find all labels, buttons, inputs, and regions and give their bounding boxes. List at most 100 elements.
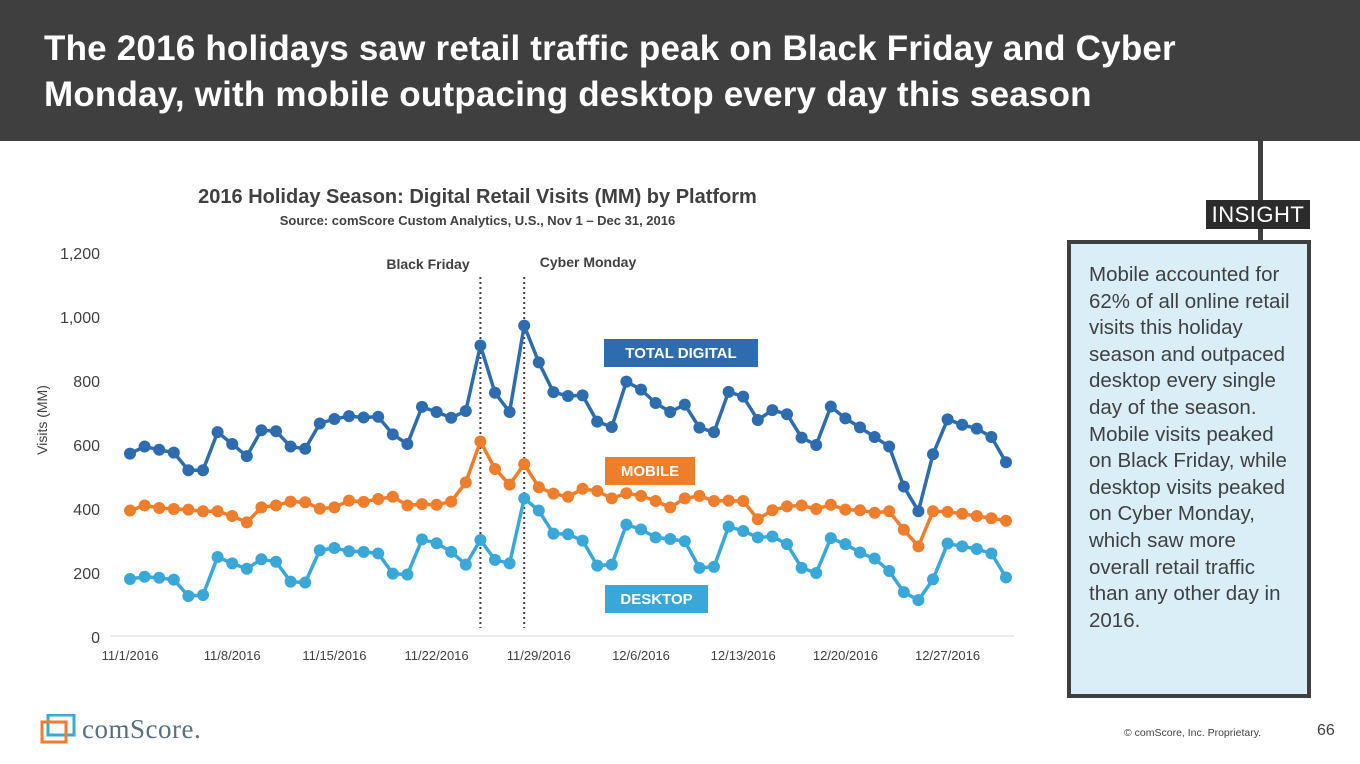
total-digital-data-point — [532, 356, 545, 369]
total-digital-data-point — [518, 319, 531, 332]
mobile-data-point — [430, 498, 443, 511]
total-digital-data-point — [197, 464, 209, 477]
y-tick-label: 1,000 — [60, 310, 100, 327]
total-digital-data-point — [897, 480, 910, 493]
mobile-data-point — [605, 492, 618, 505]
copyright-notice: © comScore, Inc. Proprietary. — [1124, 727, 1262, 739]
mobile-data-point — [854, 504, 866, 517]
mobile-data-point — [897, 523, 910, 536]
mobile-data-point — [503, 478, 516, 491]
x-tick-label: 12/13/2016 — [711, 648, 776, 663]
mobile-data-point — [912, 540, 925, 553]
total-digital-data-point — [372, 410, 385, 423]
desktop-data-point — [357, 545, 370, 558]
desktop-data-point — [883, 565, 896, 578]
mobile-data-point — [197, 505, 209, 518]
desktop-data-point — [416, 533, 428, 546]
y-tick-label: 200 — [73, 566, 100, 583]
desktop-data-point — [620, 518, 633, 531]
mobile-data-point — [124, 504, 136, 517]
desktop-data-point — [489, 553, 501, 566]
comscore-logo: comScore. — [40, 714, 201, 744]
desktop-label-box — [605, 585, 708, 613]
desktop-data-point — [649, 531, 662, 544]
desktop-data-point — [562, 528, 574, 541]
mobile-data-point — [722, 494, 735, 507]
total-digital-data-point — [751, 414, 764, 426]
desktop-data-point — [547, 527, 560, 540]
desktop-data-point — [255, 553, 268, 566]
x-tick-label: 12/27/2016 — [915, 648, 980, 663]
desktop-data-point — [474, 534, 487, 546]
mobile-data-point — [868, 506, 881, 519]
mobile-data-point — [693, 489, 706, 502]
total-digital-label-box — [604, 339, 758, 367]
total-digital-data-point — [912, 505, 925, 518]
total-digital-data-point — [182, 464, 195, 477]
desktop-data-point — [664, 533, 677, 546]
desktop-data-point — [795, 561, 808, 574]
desktop-data-point — [824, 532, 837, 545]
total-digital-data-point — [313, 417, 326, 430]
mobile-data-point — [401, 499, 414, 512]
total-digital-series-line — [129, 323, 1008, 513]
desktop-data-point — [503, 557, 516, 570]
total-digital-data-point — [970, 422, 983, 435]
desktop-data-point — [678, 535, 691, 548]
mobile-data-point — [956, 507, 969, 520]
mobile-data-point — [839, 503, 852, 516]
mobile-data-point — [810, 502, 823, 515]
desktop-data-point — [211, 550, 224, 563]
total-digital-data-point — [153, 443, 166, 456]
mobile-data-point — [532, 481, 545, 494]
insight-text: Mobile accounted for 62% of all online r… — [1089, 263, 1290, 632]
mobile-data-point — [357, 495, 370, 508]
desktop-data-point — [693, 561, 706, 574]
y-axis-label: Visits (MM) — [34, 385, 50, 455]
mobile-data-point — [343, 494, 355, 507]
mobile-data-point — [751, 513, 764, 526]
chart-source: Source: comScore Custom Analytics, U.S.,… — [279, 213, 676, 228]
total-digital-data-point — [781, 408, 793, 421]
x-tick-label: 11/15/2016 — [302, 648, 366, 663]
desktop-data-point — [854, 546, 866, 559]
total-digital-data-point — [678, 398, 691, 411]
desktop-data-point — [897, 586, 910, 599]
total-digital-data-point — [635, 383, 647, 396]
mobile-data-point — [459, 476, 472, 489]
mobile-data-point — [138, 499, 151, 512]
mobile-data-point — [226, 510, 239, 522]
mobile-data-point — [635, 489, 647, 502]
mobile-data-point — [678, 492, 691, 505]
mobile-data-point — [664, 501, 677, 514]
total-digital-data-point — [489, 386, 501, 399]
desktop-data-point — [635, 523, 647, 536]
total-digital-data-point — [255, 424, 268, 437]
total-digital-data-point — [401, 438, 414, 450]
desktop-data-point — [270, 555, 282, 568]
total-digital-data-point — [868, 430, 881, 443]
total-digital-data-point — [124, 447, 136, 460]
mobile-data-point — [270, 499, 282, 512]
total-digital-data-point — [649, 397, 662, 410]
total-digital-data-point — [605, 421, 618, 434]
desktop-data-point — [299, 576, 312, 589]
desktop-data-point — [605, 558, 618, 571]
total-digital-data-point — [562, 390, 574, 402]
mobile-data-point — [708, 494, 720, 507]
mobile-data-point — [255, 501, 268, 514]
mobile-data-point — [372, 493, 385, 506]
mobile-data-point — [985, 512, 998, 525]
total-digital-data-point — [708, 426, 720, 439]
total-digital-data-point — [824, 400, 837, 413]
total-digital-data-point — [503, 406, 516, 418]
mobile-data-point — [153, 502, 166, 514]
y-tick-label: 400 — [73, 502, 100, 519]
x-tick-label: 11/29/2016 — [507, 648, 571, 663]
desktop-data-point — [810, 566, 823, 579]
desktop-data-point — [941, 537, 954, 550]
total-digital-data-point — [941, 413, 954, 426]
mobile-data-point — [489, 462, 501, 475]
insight-label: INSIGHT — [1206, 200, 1310, 229]
page-number: 66 — [1317, 722, 1335, 739]
